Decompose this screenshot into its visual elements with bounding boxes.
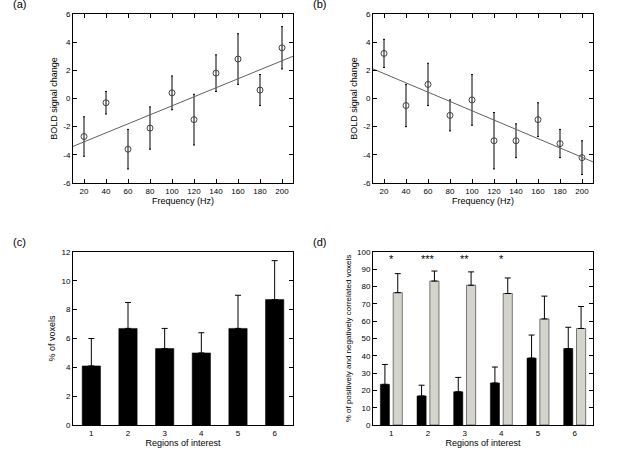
svg-text:0: 0 <box>66 94 71 103</box>
svg-text:50: 50 <box>361 334 370 343</box>
svg-text:12: 12 <box>61 248 70 257</box>
svg-text:(c): (c) <box>13 236 26 248</box>
svg-text:20: 20 <box>361 386 370 395</box>
svg-text:40: 40 <box>102 187 111 196</box>
svg-text:Regions of interest: Regions of interest <box>445 438 521 448</box>
svg-text:Regions of interest: Regions of interest <box>145 438 221 448</box>
svg-text:(a): (a) <box>13 0 26 10</box>
svg-text:160: 160 <box>531 187 545 196</box>
svg-text:(d): (d) <box>313 236 326 248</box>
svg-text:8: 8 <box>66 305 71 314</box>
svg-text:60: 60 <box>424 187 433 196</box>
svg-text:6: 6 <box>572 429 577 438</box>
svg-text:6: 6 <box>66 334 71 343</box>
svg-text:***: *** <box>421 253 435 265</box>
svg-text:200: 200 <box>575 187 589 196</box>
svg-text:4: 4 <box>499 429 504 438</box>
svg-text:6: 6 <box>272 429 277 438</box>
svg-text:2: 2 <box>366 66 371 75</box>
svg-text:-6: -6 <box>363 179 371 188</box>
svg-text:(b): (b) <box>313 0 326 10</box>
svg-text:Frequency (Hz): Frequency (Hz) <box>152 196 214 206</box>
svg-text:BOLD signal change: BOLD signal change <box>349 57 359 140</box>
svg-text:4: 4 <box>66 38 71 47</box>
svg-text:10: 10 <box>361 404 370 413</box>
svg-text:2: 2 <box>66 392 71 401</box>
svg-text:90: 90 <box>361 265 370 274</box>
svg-text:180: 180 <box>553 187 567 196</box>
svg-text:80: 80 <box>146 187 155 196</box>
svg-text:*: * <box>499 253 504 265</box>
svg-text:-4: -4 <box>363 151 371 160</box>
svg-text:60: 60 <box>124 187 133 196</box>
svg-text:140: 140 <box>209 187 223 196</box>
svg-text:6: 6 <box>366 10 371 19</box>
svg-text:1: 1 <box>389 429 394 438</box>
svg-text:160: 160 <box>231 187 245 196</box>
svg-text:0: 0 <box>366 421 371 430</box>
svg-text:60: 60 <box>361 317 370 326</box>
svg-text:100: 100 <box>465 187 479 196</box>
svg-text:-6: -6 <box>63 179 71 188</box>
svg-text:3: 3 <box>462 429 467 438</box>
svg-text:6: 6 <box>66 10 71 19</box>
svg-text:4: 4 <box>199 429 204 438</box>
svg-text:-2: -2 <box>63 122 71 131</box>
svg-text:120: 120 <box>487 187 501 196</box>
svg-text:80: 80 <box>361 282 370 291</box>
svg-text:40: 40 <box>361 352 370 361</box>
svg-text:3: 3 <box>162 429 167 438</box>
svg-text:0: 0 <box>66 421 71 430</box>
svg-text:% of positively and negatively: % of positively and negatively correlate… <box>344 255 353 423</box>
svg-text:BOLD signal change: BOLD signal change <box>49 57 59 140</box>
svg-text:100: 100 <box>165 187 179 196</box>
svg-text:5: 5 <box>236 429 241 438</box>
svg-text:*: * <box>389 253 394 265</box>
svg-text:40: 40 <box>402 187 411 196</box>
svg-text:100: 100 <box>357 248 371 257</box>
svg-text:120: 120 <box>187 187 201 196</box>
svg-text:Frequency (Hz): Frequency (Hz) <box>452 196 514 206</box>
svg-text:20: 20 <box>80 187 89 196</box>
svg-text:30: 30 <box>361 369 370 378</box>
svg-text:-2: -2 <box>363 122 371 131</box>
svg-text:2: 2 <box>66 66 71 75</box>
svg-text:140: 140 <box>509 187 523 196</box>
svg-text:20: 20 <box>380 187 389 196</box>
svg-text:1: 1 <box>89 429 94 438</box>
svg-text:180: 180 <box>253 187 267 196</box>
svg-text:2: 2 <box>126 429 131 438</box>
svg-text:200: 200 <box>275 187 289 196</box>
svg-text:10: 10 <box>61 277 70 286</box>
svg-text:4: 4 <box>366 38 371 47</box>
svg-text:5: 5 <box>536 429 541 438</box>
svg-text:0: 0 <box>366 94 371 103</box>
svg-text:**: ** <box>460 253 469 265</box>
svg-text:4: 4 <box>66 363 71 372</box>
svg-text:70: 70 <box>361 300 370 309</box>
svg-text:% of voxels: % of voxels <box>47 315 57 362</box>
svg-text:2: 2 <box>426 429 431 438</box>
svg-text:80: 80 <box>446 187 455 196</box>
svg-text:-4: -4 <box>63 151 71 160</box>
